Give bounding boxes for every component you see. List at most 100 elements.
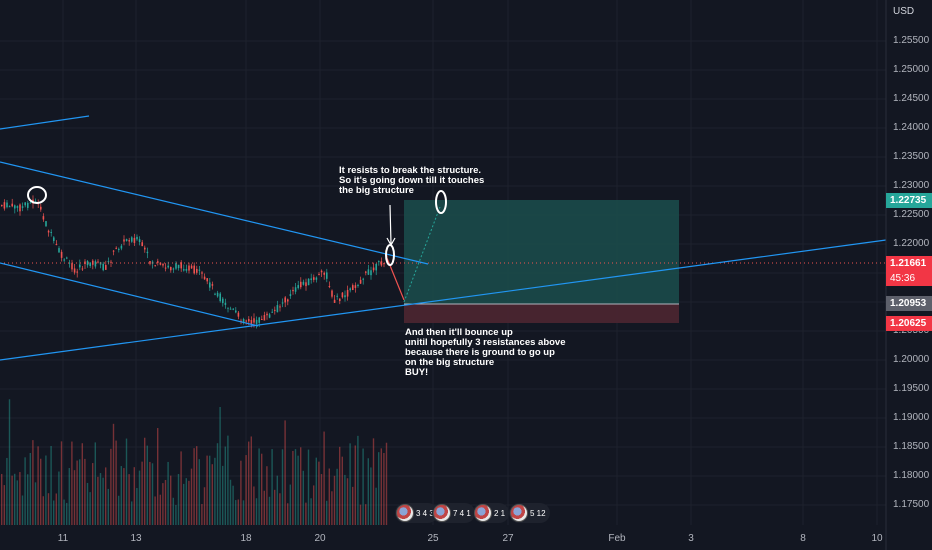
time-tick-label: 20 <box>314 533 326 544</box>
candle-body <box>268 314 271 318</box>
candle-body <box>209 282 211 288</box>
volume-bar <box>81 443 83 525</box>
candle-body <box>164 267 167 269</box>
volume-bar <box>274 489 276 525</box>
volume-bar <box>263 490 265 525</box>
volume-bar <box>209 455 211 525</box>
volume-bar <box>328 468 330 525</box>
candle-body <box>349 288 351 291</box>
candle-body <box>128 240 130 242</box>
time-tick-label: 18 <box>240 533 252 544</box>
economic-event-3[interactable]: 2 1 <box>473 503 510 523</box>
candle-body <box>284 297 286 303</box>
candle-body <box>196 268 198 273</box>
candle-body <box>313 277 315 280</box>
candle-body <box>276 305 279 313</box>
target-price-label: 1.22735 <box>886 193 932 208</box>
candle-body <box>315 277 318 280</box>
trendline-big-structure <box>0 239 887 361</box>
volume-bar <box>11 475 13 525</box>
volume-bar <box>123 468 125 525</box>
volume-bar <box>24 457 26 525</box>
candle-body <box>47 230 50 233</box>
volume-bar <box>50 445 52 525</box>
volume-bar <box>279 493 281 525</box>
volume-bar <box>216 443 219 525</box>
candle-body <box>193 265 195 274</box>
candle-body <box>331 290 333 297</box>
volume-bar <box>380 448 382 525</box>
price-tick-label: 1.19500 <box>893 383 930 394</box>
candle-body <box>266 313 268 316</box>
candle-body <box>6 202 8 208</box>
volume-bar <box>250 436 252 525</box>
annotation-bottom-note[interactable]: And then it'll bounce up unitil hopefull… <box>405 327 566 378</box>
candle-body <box>302 281 305 285</box>
candle-body <box>172 268 175 270</box>
candle-body <box>162 263 164 266</box>
currency-label[interactable]: USD <box>893 6 915 17</box>
volume-bar <box>367 458 369 525</box>
volume-bar <box>3 485 5 525</box>
volume-bar <box>154 496 156 525</box>
volume-bar <box>92 463 94 525</box>
time-tick-label: Feb <box>608 533 626 544</box>
projection-up-line <box>403 206 441 303</box>
volume-bar <box>180 451 182 525</box>
economic-event-4[interactable]: 5 12 <box>509 503 550 523</box>
volume-bar <box>131 501 133 525</box>
volume-bar <box>120 466 122 525</box>
volume-bar <box>211 464 213 525</box>
candle-body <box>320 270 323 273</box>
economic-event-2[interactable]: 7 4 1 <box>432 503 475 523</box>
candle-body <box>224 302 227 305</box>
volume-bar <box>34 482 37 525</box>
volume-bar <box>287 503 289 525</box>
candle-body <box>97 261 99 263</box>
candle-body <box>133 237 136 243</box>
candle-body <box>120 245 123 249</box>
circle-marker-target <box>435 190 447 214</box>
price-tick-label: 1.25500 <box>893 35 930 46</box>
candle-body <box>3 202 6 209</box>
volume-bar <box>40 458 42 525</box>
volume-bar <box>339 446 341 525</box>
candle-body <box>138 239 141 243</box>
annotation-top-note[interactable]: It resists to break the structure. So it… <box>339 165 485 196</box>
candle-body <box>250 319 253 324</box>
volume-bar <box>227 435 229 525</box>
time-tick-label: 13 <box>130 533 142 544</box>
candle-body <box>365 271 367 273</box>
candle-body <box>341 292 344 298</box>
candle-body <box>352 285 354 291</box>
candle-body <box>328 286 331 288</box>
candle-body <box>146 251 149 254</box>
volume-bar <box>320 474 323 525</box>
volume-bar <box>235 500 237 525</box>
candle-body <box>58 248 60 253</box>
economic-event-1[interactable]: 3 4 3 <box>395 503 438 523</box>
volume-bar <box>136 488 138 525</box>
candle-body <box>110 261 112 263</box>
candle-body <box>66 257 68 259</box>
volume-bar <box>177 473 180 525</box>
time-tick-label: 11 <box>57 533 69 544</box>
candle-body <box>279 306 281 308</box>
candle-body <box>336 295 338 297</box>
candle-body <box>318 273 320 275</box>
candle-body <box>372 267 375 271</box>
volume-bar <box>159 494 161 525</box>
volume-bar <box>97 476 99 525</box>
candle-body <box>253 318 255 323</box>
volume-bar <box>229 479 232 525</box>
volume-bar <box>237 499 239 525</box>
candle-body <box>115 247 117 249</box>
candle-body <box>297 285 299 289</box>
candle-body <box>118 248 120 250</box>
candle-body <box>16 206 19 208</box>
volume-bar <box>84 458 86 525</box>
volume-bar <box>232 485 234 525</box>
volume-bar <box>89 492 91 525</box>
